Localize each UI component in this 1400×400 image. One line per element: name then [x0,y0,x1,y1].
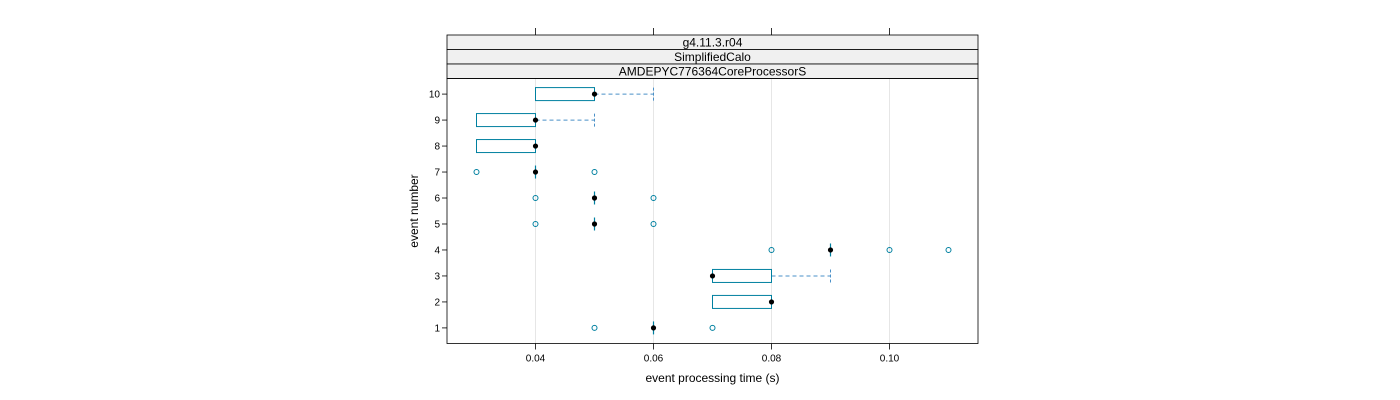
outlier-point [591,324,598,331]
outlier-point [473,169,480,176]
x-tick-label: 0.04 [526,354,546,365]
box-iqr [476,113,536,128]
y-tick-label: 4 [434,245,440,256]
box-event-7 [473,165,598,179]
median-point [532,143,539,149]
outlier-point [709,324,716,331]
box-iqr [476,139,536,154]
box-event-4 [768,243,952,257]
box-iqr [712,294,772,309]
outlier-point [768,246,775,253]
grid-lines [535,78,890,344]
outlier-point [591,169,598,176]
y-tick-label: 9 [434,116,440,127]
median-point [827,247,834,253]
box-event-9 [476,113,595,128]
box-event-10 [535,87,654,102]
box-event-2 [712,294,775,309]
x-axis-title: event processing time (s) [645,371,779,385]
top-axis-ticks [535,28,890,35]
x-tick-label: 0.08 [762,354,782,365]
box-event-1 [591,321,716,335]
strip-1-label: g4.11.3.r04 [683,36,743,50]
median-point [650,325,657,331]
median-point [591,221,598,227]
y-tick-label: 8 [434,142,440,153]
box-event-3 [709,268,831,283]
median-point [591,195,598,201]
box-iqr [535,87,595,102]
boxplot-marks [473,87,952,335]
box-event-8 [476,139,539,154]
outlier-point [650,220,657,227]
plot-panel [446,78,979,344]
strip-2-label: SimplifiedCalo [674,50,751,64]
strip-headers: g4.11.3.r04 SimplifiedCalo AMDEPYC776364… [446,34,979,79]
y-axis: 1 2 3 4 5 6 7 8 9 10 [429,90,447,334]
median-point [532,169,539,175]
outlier-point [532,195,539,202]
y-axis-title: event number [407,174,421,247]
box-event-6 [532,191,657,205]
outlier-point [532,220,539,227]
y-tick-label: 7 [434,168,440,179]
box-iqr [712,268,772,283]
outlier-point [886,246,893,253]
y-tick-label: 2 [434,297,440,308]
y-tick-label: 10 [429,90,441,101]
y-tick-label: 1 [434,323,440,334]
strip-3-label: AMDEPYC776364CoreProcessorS [619,65,806,79]
x-tick-label: 0.10 [880,354,900,365]
median-point [532,117,539,123]
y-tick-label: 3 [434,271,440,282]
y-tick-label: 5 [434,219,440,230]
box-event-5 [532,217,657,231]
outlier-point [650,195,657,202]
median-point [591,91,598,97]
x-tick-label: 0.06 [644,354,664,365]
x-axis: 0.04 0.06 0.08 0.10 [526,343,900,365]
y-tick-label: 6 [434,194,440,205]
median-point [768,299,775,305]
median-point [709,273,716,279]
outlier-point [945,246,952,253]
